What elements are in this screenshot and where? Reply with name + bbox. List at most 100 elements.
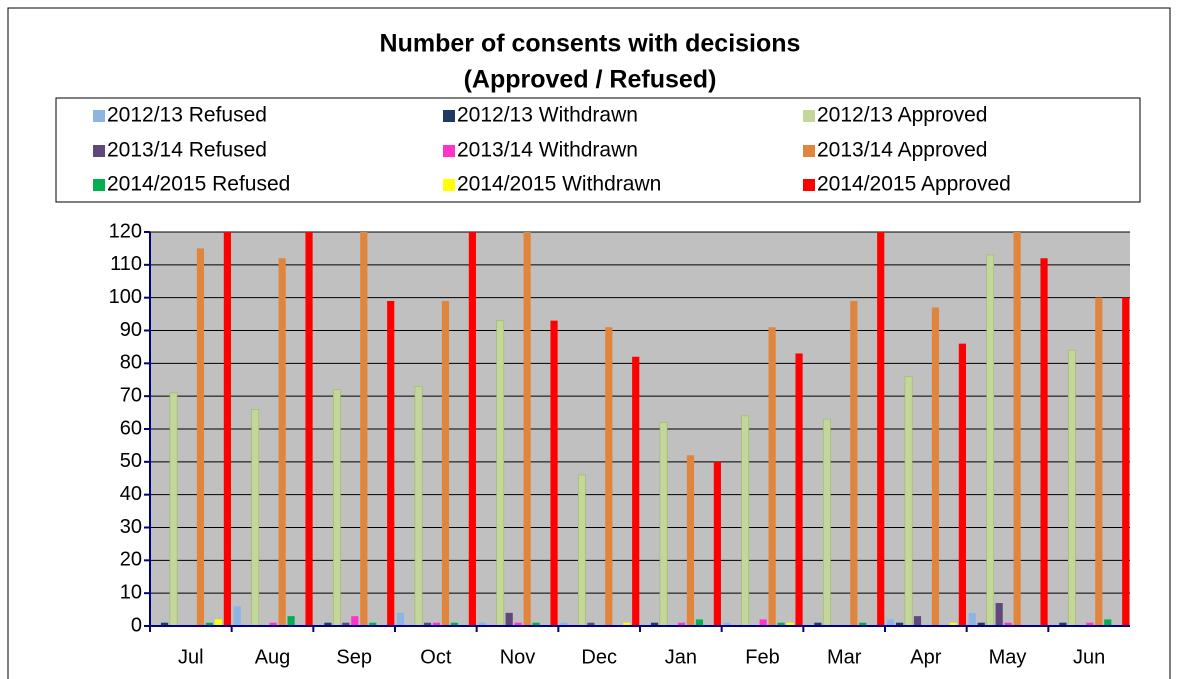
legend-label: 2013/14 Approved [817, 139, 987, 162]
bar [895, 622, 904, 626]
legend-label: 2014/2015 Refused [107, 173, 290, 196]
bar [441, 300, 450, 626]
x-tick-label: Jan [665, 646, 697, 668]
bar [196, 248, 205, 626]
bar [1059, 622, 1067, 626]
bar [768, 327, 776, 626]
x-tick-label: Dec [581, 646, 617, 668]
legend-label: 2014/2015 Withdrawn [457, 173, 661, 196]
y-tick-label: 80 [120, 352, 142, 374]
x-tick-label: Feb [745, 646, 779, 668]
bar [305, 232, 313, 626]
bar [968, 612, 976, 626]
bar [777, 622, 785, 626]
y-tick-label: 110 [110, 253, 142, 275]
bar [414, 386, 423, 627]
bar [351, 616, 359, 626]
bar [1004, 622, 1012, 626]
bar [632, 356, 640, 626]
bar [859, 622, 867, 626]
bar [605, 327, 613, 626]
bar [450, 622, 459, 626]
y-tick-label: 120 [109, 220, 142, 242]
chart-subtitle: (Approved / Refused) [464, 66, 717, 94]
bar [850, 300, 858, 626]
bar [560, 622, 568, 626]
bar [478, 622, 486, 626]
bar [496, 320, 505, 627]
bar [1013, 232, 1021, 626]
bar [1095, 297, 1103, 626]
y-tick-label: 70 [120, 384, 142, 406]
x-tick-label: Aug [255, 646, 291, 668]
y-tick-label: 90 [120, 319, 142, 341]
legend-box [55, 97, 1141, 203]
legend-swatch [443, 110, 455, 122]
bar [387, 300, 395, 626]
legend-label: 2014/2015 Approved [817, 173, 1011, 196]
bar [577, 474, 586, 627]
y-tick-label: 0 [131, 614, 142, 636]
bar [650, 622, 659, 626]
y-tick-label: 10 [120, 581, 142, 603]
bar [550, 320, 558, 626]
bar [587, 622, 595, 626]
x-tick-label: Mar [827, 646, 862, 668]
bar [1067, 349, 1076, 627]
legend-swatch [93, 145, 105, 157]
y-tick-label: 40 [120, 483, 142, 505]
bar [205, 622, 214, 626]
bar [278, 258, 286, 626]
chart-title: Number of consents with decisions [380, 30, 801, 58]
bar [822, 418, 831, 627]
x-tick-label: Jul [178, 646, 204, 668]
bar [686, 455, 695, 626]
bar [913, 616, 922, 626]
bar [423, 622, 432, 626]
x-tick-label: Oct [420, 646, 452, 668]
legend-swatch [443, 145, 455, 157]
legend-swatch [443, 179, 455, 191]
bar [342, 622, 350, 626]
bar [532, 622, 540, 626]
bar [169, 392, 178, 627]
bar [397, 612, 405, 626]
legend-swatch [803, 179, 815, 191]
y-tick-label: 100 [109, 286, 142, 308]
bar [741, 415, 750, 627]
y-tick-label: 50 [120, 450, 142, 472]
bar [1040, 258, 1048, 626]
x-tick-label: May [989, 646, 1027, 668]
bar [432, 622, 441, 626]
bar [695, 619, 704, 626]
legend-label: 2013/14 Withdrawn [457, 139, 638, 162]
bar [324, 622, 332, 626]
bar [958, 343, 966, 626]
bar [360, 232, 368, 626]
x-tick-label: Sep [336, 646, 372, 668]
y-tick-label: 30 [120, 516, 142, 538]
bar [677, 622, 686, 626]
y-tick-label: 60 [120, 417, 142, 439]
legend-swatch [803, 145, 815, 157]
bar [887, 619, 895, 626]
legend-label: 2013/14 Refused [107, 139, 267, 162]
bar [877, 232, 885, 626]
x-tick-label: Jun [1073, 646, 1105, 668]
bar [523, 232, 531, 626]
x-tick-label: Apr [910, 646, 941, 668]
legend-swatch [93, 110, 105, 122]
bar [505, 612, 513, 626]
bar [795, 353, 803, 626]
bar [332, 389, 341, 627]
bar [514, 622, 522, 626]
legend-label: 2012/13 Approved [817, 104, 987, 127]
bar [659, 422, 668, 627]
bar [995, 603, 1003, 626]
bar [223, 232, 231, 626]
bar [786, 622, 794, 626]
bar [723, 622, 731, 626]
bar [814, 622, 822, 626]
bar [759, 619, 767, 626]
